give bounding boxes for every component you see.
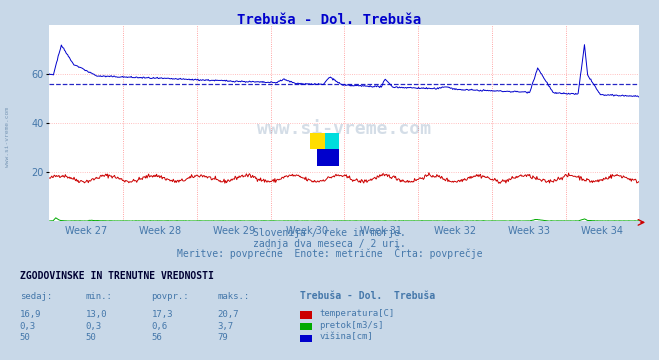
Text: 0,3: 0,3 <box>20 322 36 331</box>
Text: Slovenija / reke in morje.: Slovenija / reke in morje. <box>253 228 406 238</box>
Text: 16,9: 16,9 <box>20 310 42 319</box>
Text: 3,7: 3,7 <box>217 322 233 331</box>
Text: 50: 50 <box>20 333 30 342</box>
Text: min.:: min.: <box>86 292 113 301</box>
Text: Trebuša - Dol.  Trebuša: Trebuša - Dol. Trebuša <box>300 291 435 301</box>
Text: Meritve: povprečne  Enote: metrične  Črta: povprečje: Meritve: povprečne Enote: metrične Črta:… <box>177 247 482 260</box>
Text: višina[cm]: višina[cm] <box>320 332 374 341</box>
Text: zadnja dva meseca / 2 uri.: zadnja dva meseca / 2 uri. <box>253 239 406 249</box>
Text: 56: 56 <box>152 333 162 342</box>
Text: Trebuša - Dol. Trebuša: Trebuša - Dol. Trebuša <box>237 13 422 27</box>
Text: www.si-vreme.com: www.si-vreme.com <box>5 107 11 167</box>
Text: 13,0: 13,0 <box>86 310 107 319</box>
Text: 17,3: 17,3 <box>152 310 173 319</box>
Text: www.si-vreme.com: www.si-vreme.com <box>257 120 432 138</box>
Text: 0,3: 0,3 <box>86 322 101 331</box>
Text: maks.:: maks.: <box>217 292 250 301</box>
Text: pretok[m3/s]: pretok[m3/s] <box>320 321 384 330</box>
Text: 20,7: 20,7 <box>217 310 239 319</box>
Text: 50: 50 <box>86 333 96 342</box>
Text: povpr.:: povpr.: <box>152 292 189 301</box>
Text: 0,6: 0,6 <box>152 322 167 331</box>
Text: 79: 79 <box>217 333 228 342</box>
Bar <box>317 149 339 166</box>
Text: ZGODOVINSKE IN TRENUTNE VREDNOSTI: ZGODOVINSKE IN TRENUTNE VREDNOSTI <box>20 271 214 281</box>
Text: temperatura[C]: temperatura[C] <box>320 309 395 318</box>
Text: sedaj:: sedaj: <box>20 292 52 301</box>
Bar <box>310 133 325 149</box>
Bar <box>325 133 339 149</box>
